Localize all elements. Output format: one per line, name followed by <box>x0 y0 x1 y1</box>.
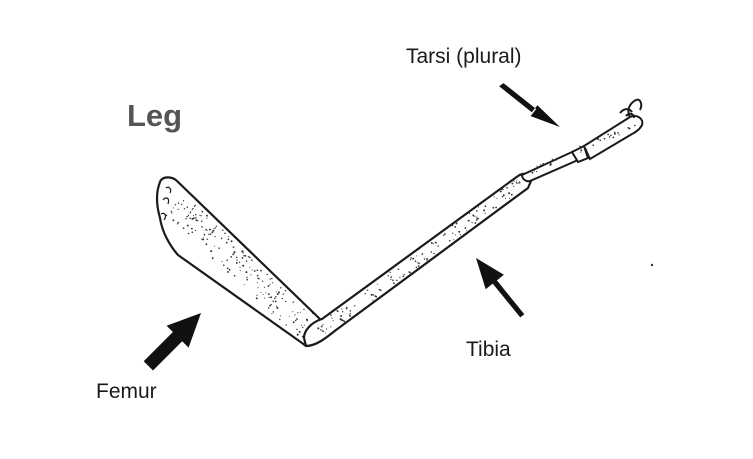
tarsi-segment <box>520 98 644 183</box>
femur-segment <box>155 176 325 348</box>
tibia-segment <box>302 172 533 348</box>
tarsi-label: Tarsi (plural) <box>406 45 522 68</box>
tarsi-arrow <box>499 83 560 127</box>
tibia-arrow <box>476 258 525 318</box>
diagram-title: Leg <box>127 98 183 133</box>
femur-arrow <box>143 313 201 371</box>
femur-label: Femur <box>96 380 157 403</box>
speck <box>650 263 654 267</box>
tibia-label: Tibia <box>466 338 511 361</box>
